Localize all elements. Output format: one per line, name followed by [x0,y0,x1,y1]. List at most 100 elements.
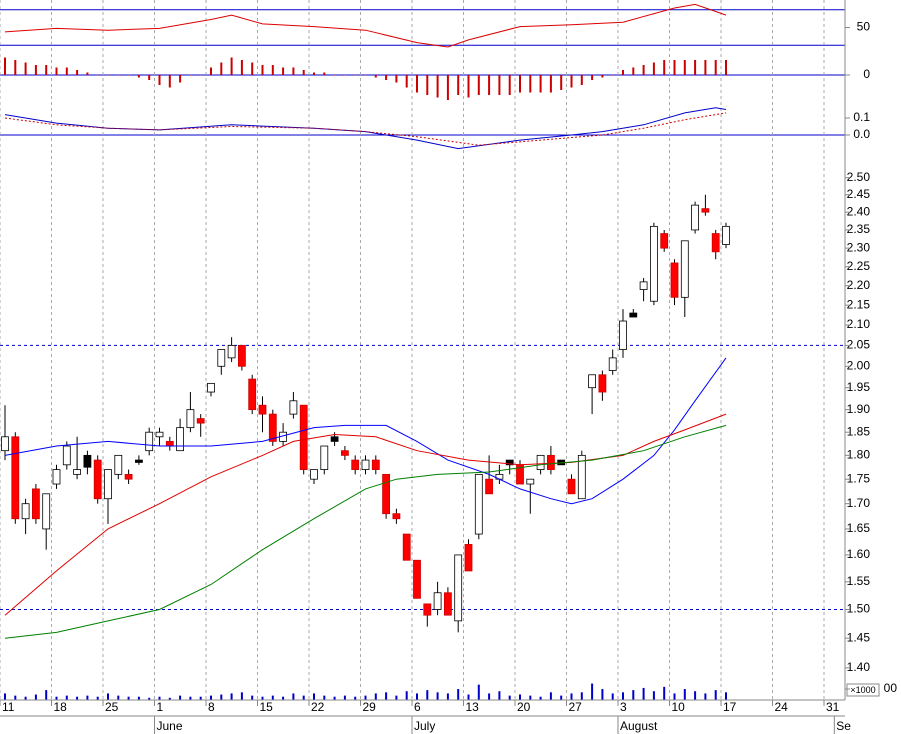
candle-body [248,378,257,411]
candle-body [237,345,246,367]
bar [416,75,418,93]
y-tick-label: 1.90 [847,402,871,416]
bar [570,693,573,700]
bar [405,691,408,700]
y-tick-label: 2.45 [847,187,871,201]
bar [498,691,501,700]
bar [168,75,171,88]
bar [261,696,264,700]
bar [488,693,491,700]
bar [189,75,192,76]
bar [313,693,315,700]
bar [343,75,346,76]
candle-body [83,454,92,468]
bar [240,60,243,75]
candle-body [104,469,112,500]
candle-body [217,349,226,367]
bar [405,75,408,88]
bar [714,690,717,700]
x-tick-label: 27 [569,700,583,714]
bar [4,693,6,700]
candle-body [567,478,576,495]
bar [652,691,655,700]
y-tick-label: 2.15 [847,297,871,311]
candle-body [547,454,555,470]
bar [76,696,79,700]
y-tick-label: 1.85 [847,424,871,438]
candle-body [619,320,627,350]
bar [560,695,563,700]
bar [488,75,491,95]
candle-body [660,233,669,249]
candle-body [1,436,9,452]
bar [663,60,666,75]
month-label: June [157,719,183,733]
y-tick-label: 2.30 [847,240,871,254]
candle-body [145,431,154,452]
bar [4,57,6,75]
y-tick-label: 1.55 [847,574,871,588]
bar [65,67,68,75]
x-tick-label: 20 [517,700,531,714]
bar [158,75,161,85]
candle-body [371,459,380,470]
candle-body [11,436,20,520]
bar [539,75,542,93]
y-tick-label: 2.50 [847,170,871,184]
bar [467,75,470,98]
bar [282,696,285,700]
bar [632,67,635,75]
bar [519,694,521,700]
bar [704,693,707,700]
x-tick-label: 6 [414,700,421,714]
y-tick-label: 0.1 [853,110,870,124]
candle-body [340,450,349,456]
bar [704,60,707,75]
bar [292,67,295,75]
candle-body [93,459,102,500]
bar [199,75,202,76]
bar [323,72,326,75]
candle-body [361,459,370,470]
bar [158,696,161,700]
bar [673,60,676,75]
plot-layer [1,3,730,700]
bar [580,692,583,700]
bar [230,57,233,75]
bar [220,694,223,700]
line-series [4,3,727,48]
bar [436,75,439,98]
candle-body [680,240,689,298]
bar [333,696,336,700]
candle-body [155,431,164,438]
y-tick-label: 1.75 [847,471,871,485]
bar [519,75,521,93]
x-tick-label: 15 [260,700,274,714]
y-tick-label: 1.80 [847,448,871,462]
bar [385,75,388,80]
candle-body [722,225,730,245]
bar [210,695,212,700]
bar [652,62,655,75]
candle-body [186,409,195,429]
bar [45,65,48,75]
y-tick-label: 1.70 [847,496,871,510]
bar [137,75,140,78]
bar [333,75,336,76]
bar [549,692,552,700]
bar [240,692,243,700]
bar [76,70,79,75]
bar [230,693,233,700]
bar [168,697,171,700]
bar [364,75,367,76]
bar [148,697,151,700]
candle-body [536,454,545,470]
candle-body [52,469,61,485]
candle-body [310,469,318,480]
bar [65,695,68,700]
candle-body [21,503,30,520]
candle-body [351,459,360,470]
bar [45,690,48,700]
